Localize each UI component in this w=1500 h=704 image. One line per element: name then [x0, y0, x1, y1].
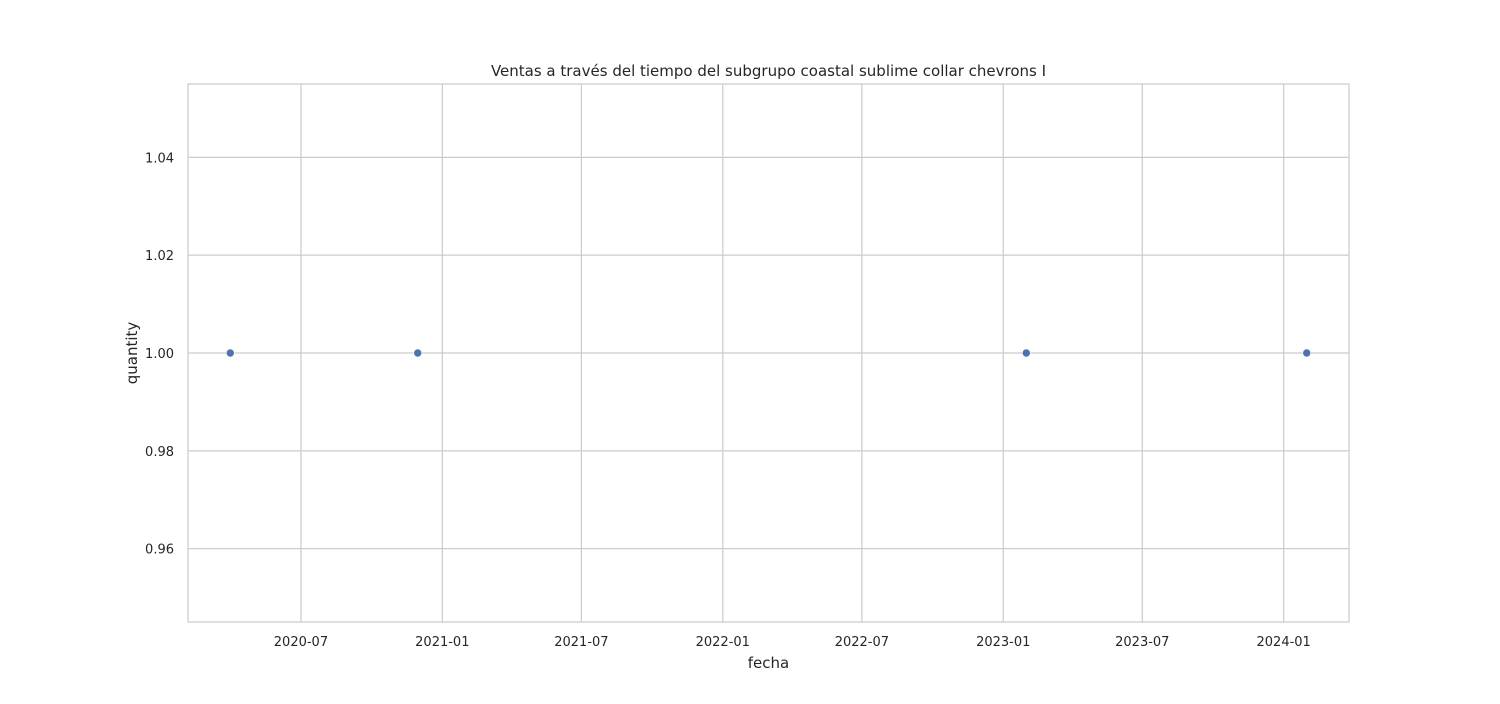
x-tick-label: 2022-01 [696, 635, 750, 650]
data-point [225, 348, 235, 358]
x-axis-label: fecha [748, 654, 789, 672]
x-tick-label: 2021-07 [554, 635, 608, 650]
x-tick-label: 2020-07 [274, 635, 328, 650]
y-tick-label: 0.96 [145, 543, 174, 558]
x-tick-label: 2024-01 [1257, 635, 1311, 650]
x-tick-label: 2021-01 [415, 635, 469, 650]
data-point [413, 348, 423, 358]
x-axis-ticks: 2020-07 2021-01 2021-07 2022-01 2022-07 2023-… [274, 635, 1311, 650]
y-tick-label: 1.04 [145, 151, 174, 166]
plot-frame [187, 83, 1350, 623]
chart-title: Ventas a través del tiempo del subgrupo … [491, 62, 1046, 80]
y-axis-ticks: 0.96 0.98 1.00 1.02 1.04 [145, 151, 174, 557]
x-tick-label: 2022-07 [835, 635, 889, 650]
data-point [1021, 348, 1031, 358]
grid-lines [188, 84, 1349, 622]
y-tick-label: 1.00 [145, 347, 174, 362]
y-tick-label: 0.98 [145, 445, 174, 460]
data-points [225, 348, 1312, 358]
x-tick-label: 2023-07 [1115, 635, 1169, 650]
y-tick-label: 1.02 [145, 249, 174, 264]
data-point [1302, 348, 1312, 358]
y-axis-label: quantity [123, 322, 141, 385]
x-tick-label: 2023-01 [976, 635, 1030, 650]
